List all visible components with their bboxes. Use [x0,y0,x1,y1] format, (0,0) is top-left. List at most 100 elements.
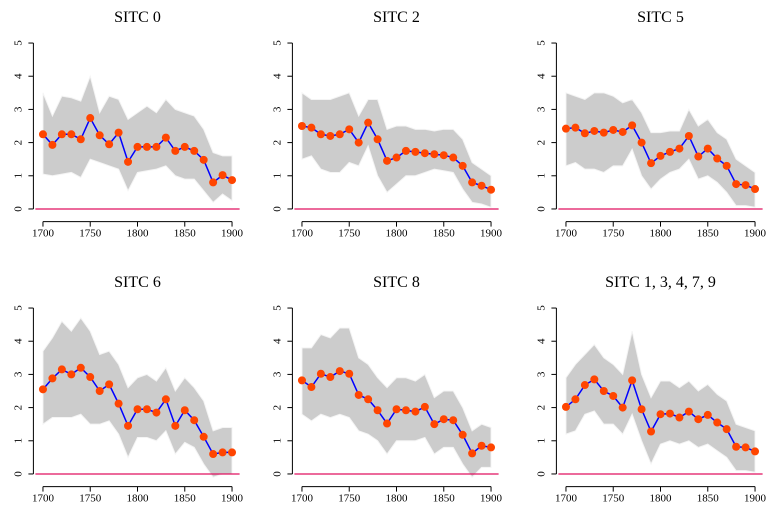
y-tick-label: 2 [271,140,283,146]
data-point [124,157,133,166]
y-tick-label: 1 [271,438,283,444]
data-point [373,135,382,144]
y-tick-label: 4 [535,338,547,344]
data-point [218,171,227,180]
data-point [180,142,189,151]
x-tick-label: 1850 [697,493,720,505]
data-point [171,421,180,430]
data-point [449,153,458,162]
y-tick-label: 2 [12,405,24,411]
data-point [316,130,325,139]
panel-title: SITC 8 [373,274,420,291]
data-point [420,149,429,158]
panel-title: SITC 1, 3, 4, 7, 9 [605,274,716,291]
data-point [449,416,458,425]
data-point [628,376,637,385]
y-tick-label: 3 [271,106,283,112]
data-point [105,140,114,149]
y-tick-label: 5 [271,305,283,311]
data-point [297,122,306,130]
data-point [561,402,570,411]
data-point [57,365,66,374]
y-tick-label: 4 [12,73,24,79]
x-tick-label: 1800 [127,228,150,240]
data-point [218,448,227,457]
confidence-band [565,331,756,473]
data-point [411,147,420,156]
y-tick-label: 4 [12,338,24,344]
data-point [487,443,496,452]
x-tick-label: 1750 [338,228,361,240]
y-tick-label: 5 [535,305,547,311]
x-tick-label: 1750 [79,493,102,505]
data-point [199,432,208,441]
x-tick-label: 1850 [697,228,720,240]
data-point [751,447,760,456]
data-point [439,415,448,424]
data-point [95,387,104,395]
data-point [609,125,618,134]
data-point [458,161,467,170]
y-tick-label: 5 [271,40,283,46]
x-tick-label: 1700 [555,493,578,505]
data-point [401,406,410,415]
data-point [307,383,316,392]
data-point [392,405,401,414]
data-point [599,387,608,395]
y-tick-label: 3 [12,106,24,112]
data-point [580,129,589,138]
data-point [114,128,123,137]
data-point [152,142,161,151]
x-tick-label: 1700 [291,493,314,505]
data-point [618,127,627,136]
panel-title: SITC 5 [637,9,684,26]
data-point [190,146,199,155]
data-point [228,176,237,185]
data-point [590,126,599,135]
y-tick-label: 1 [535,173,547,179]
data-point [637,405,646,414]
data-point [722,161,731,170]
data-point [420,402,429,411]
data-point [468,449,477,458]
data-point [364,118,373,127]
data-point [732,442,741,451]
data-point [741,181,750,190]
x-tick-label: 1700 [291,228,314,240]
data-point [571,395,580,404]
y-tick-label: 0 [271,471,283,477]
data-point [694,152,703,161]
data-point [133,142,142,151]
x-tick-label: 1700 [32,228,55,240]
data-point [392,153,401,162]
panel-title: SITC 2 [373,9,420,26]
y-tick-label: 2 [271,405,283,411]
data-point [751,185,760,194]
x-tick-label: 1850 [174,228,197,240]
x-tick-label: 1750 [602,493,625,505]
y-tick-label: 1 [535,438,547,444]
data-point [732,180,741,189]
y-tick-label: 5 [535,40,547,46]
y-tick-label: 3 [535,106,547,112]
data-point [656,151,665,160]
data-point [383,419,392,428]
confidence-band [301,91,492,209]
panel-title: SITC 6 [114,274,161,291]
data-point [590,375,599,384]
y-tick-label: 3 [12,371,24,377]
data-point [316,369,325,378]
x-tick-label: 1800 [386,228,409,240]
x-tick-label: 1900 [744,493,767,505]
data-point [487,185,496,194]
data-point [354,390,363,399]
confidence-band [42,317,233,478]
y-tick-label: 1 [12,438,24,444]
x-tick-label: 1800 [650,493,673,505]
x-tick-label: 1900 [221,493,244,505]
data-point [209,178,218,187]
data-point [477,441,486,450]
x-tick-label: 1800 [650,228,673,240]
data-point [48,374,57,383]
